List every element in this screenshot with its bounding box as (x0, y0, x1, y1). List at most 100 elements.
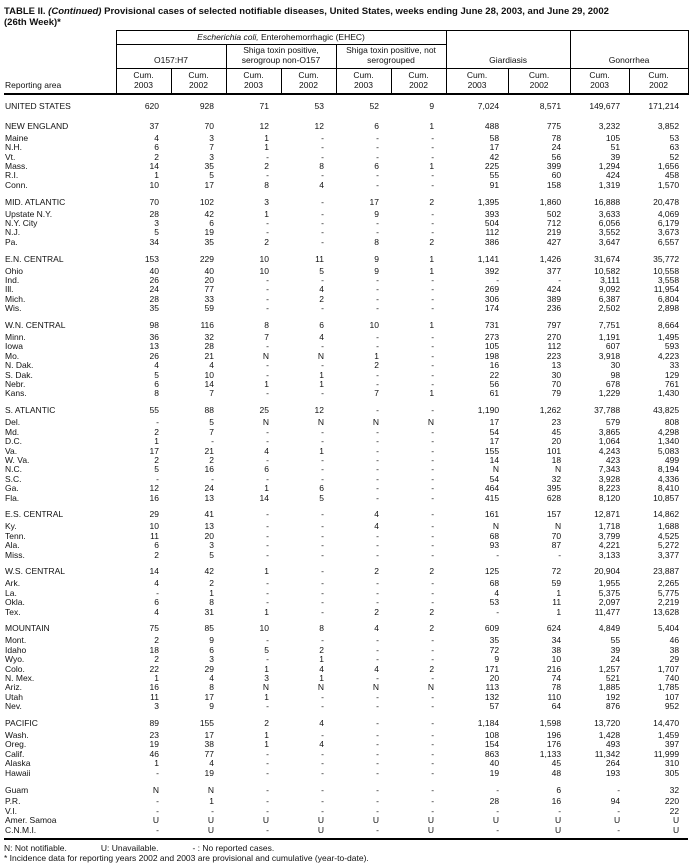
table-row: N.Y. City 3 6 - - - - 504 712 6,056 6,179 (4, 219, 688, 228)
table-cell: 17 (204, 692, 214, 702)
table-cell: - (376, 304, 379, 314)
table-cell: 54 (489, 474, 500, 484)
table-cell: 70 (204, 120, 214, 131)
table-cell: - (376, 484, 379, 494)
table-cell: 64 (551, 702, 562, 712)
header-corner-cell (4, 31, 116, 69)
table-cell: 53 (489, 598, 500, 608)
table-cell: - (321, 133, 324, 143)
table-cell: 1,141 (477, 253, 500, 264)
table-body: UNITED STATES 620 928 71 53 52 9 7,024 8,571 149,… (4, 94, 689, 841)
table-cell: 4,298 (657, 427, 680, 437)
table-row: PACIFIC 89 155 2 4 - - 1,184 1,598 13,720 14,470 (4, 712, 688, 731)
table-cell: - (266, 455, 269, 465)
table-cell: 1,064 (598, 437, 621, 447)
table-cell: N (427, 418, 435, 428)
table-cell: 2 (429, 623, 435, 634)
table-cell: U (427, 816, 435, 826)
table-cell: 24 (204, 484, 214, 494)
table-cell: 1 (154, 759, 159, 769)
header-ehec-species: Escherichia coli, (197, 32, 259, 42)
table-cell: 32 (551, 474, 562, 484)
table-cell: - (321, 209, 324, 219)
table-cell: 113 (485, 683, 500, 693)
table-cell: N (372, 418, 379, 428)
table-cell: 1 (556, 607, 562, 617)
row-label: MID. ATLANTIC (5, 196, 66, 207)
table-cell: 13 (149, 342, 159, 352)
table-row: Utah 11 17 1 - - - 132 110 192 107 (4, 693, 688, 702)
table-cell: 33 (669, 361, 680, 371)
table-cell: - (266, 579, 269, 589)
header-cum-2003-shiga-not: Cum. 2003 (335, 68, 392, 95)
row-label: NEW ENGLAND (5, 120, 69, 131)
table-cell: - (446, 825, 509, 841)
header-row-cum: Reporting area Cum. 2003 Cum. 2002 Cum. 200… (4, 68, 689, 95)
table-cell: 1,191 (598, 333, 621, 343)
table-cell: - (321, 784, 324, 795)
table-cell: - (376, 673, 379, 683)
table-cell: 20 (489, 673, 500, 683)
table-cell: 13 (204, 522, 214, 532)
table-cell: 155 (199, 718, 214, 729)
table-cell: 70 (149, 196, 159, 207)
table-cell: - (376, 731, 379, 740)
table-cell: 40 (204, 266, 214, 276)
footnote-n: N: Not notifiable. (4, 843, 67, 854)
cum-label: Cum. (589, 70, 610, 80)
cum-label: Cum. (133, 70, 154, 80)
table-cell: - (266, 768, 269, 778)
table-cell: 1 (319, 673, 324, 683)
table-cell: 171 (484, 664, 500, 674)
table-cell: 952 (664, 702, 680, 712)
table-cell: - (376, 333, 379, 343)
table-cell: 14 (204, 380, 214, 390)
table-row: MOUNTAIN 75 85 10 8 4 2 609 624 4,849 5,404 (4, 617, 688, 636)
table-cell: 305 (664, 768, 680, 778)
table-cell: 63 (669, 143, 680, 153)
table-cell: - (431, 285, 435, 295)
table-row: S. Dak. 5 10 - 1 - - 22 30 98 129 (4, 371, 688, 380)
row-label: Mont. (5, 636, 27, 646)
row-label: Maine (5, 133, 29, 143)
table-cell: 4 (319, 664, 324, 674)
table-cell: 33 (204, 294, 214, 304)
footnote-symbols: N: Not notifiable. U: Unavailable. - : No … (4, 843, 686, 853)
table-cell: 1 (264, 566, 269, 577)
cum-label: Cum. (408, 70, 429, 80)
table-cell: 3,633 (598, 209, 621, 219)
table-cell: - (376, 759, 379, 769)
table-row: W. Va. 2 2 - - - - 14 18 423 499 (4, 456, 688, 465)
table-cell: 7,343 (598, 465, 621, 475)
table-cell: U (152, 816, 159, 826)
table-cell: - (321, 143, 324, 153)
table-cell: - (376, 133, 379, 143)
header-ehec-group: Escherichia coli, Enterohemorrhagic (EHE… (115, 30, 447, 45)
table-cell: - (376, 550, 379, 560)
table-cell: - (431, 493, 435, 503)
header-cum-2003-o157: Cum. 2003 (115, 68, 172, 95)
table-cell: 4 (209, 759, 214, 769)
table-cell: 488 (484, 120, 500, 131)
table-cell: 1,257 (598, 664, 621, 674)
table-cell: 29 (204, 664, 214, 674)
table-cell: 2 (154, 455, 159, 465)
table-cell: 397 (664, 740, 680, 750)
table-cell: 1 (429, 320, 435, 331)
table-cell: - (376, 692, 379, 702)
table-cell: 60 (551, 171, 562, 181)
table-cell: 1 (429, 120, 435, 131)
table-cell: U (281, 825, 336, 841)
year-label: 2003 (590, 79, 610, 90)
year-label: 2003 (134, 79, 153, 90)
table-title: TABLE II. (Continued) Provisional cases … (4, 6, 686, 28)
table-cell: 1,262 (539, 405, 562, 416)
table-cell: 2 (154, 427, 159, 437)
table-cell: 464 (484, 484, 500, 494)
row-label: La. (5, 588, 17, 598)
table-cell: - (376, 380, 379, 390)
table-cell: 3,558 (657, 276, 680, 286)
table-cell: - (321, 276, 324, 286)
cum-label: Cum. (353, 70, 374, 80)
table-row: Ill. 24 77 - 4 - - 269 424 9,092 11,954 (4, 285, 688, 294)
